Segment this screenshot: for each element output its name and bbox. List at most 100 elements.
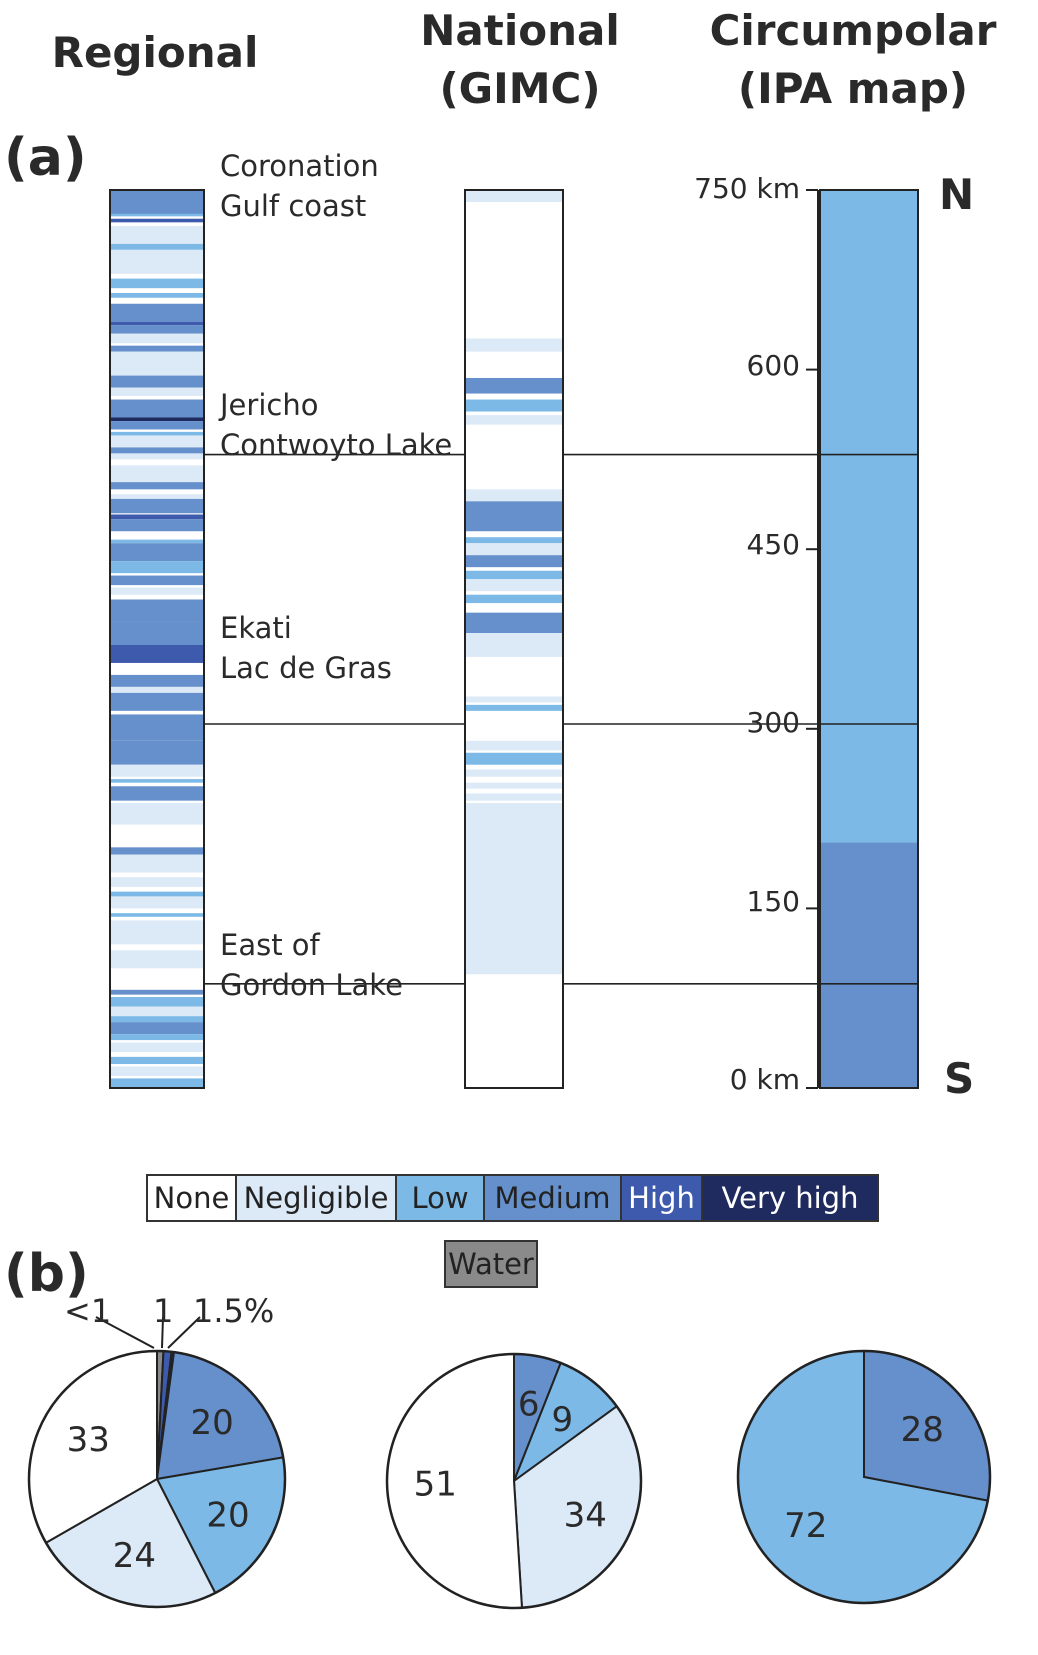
national-stripe-medium: [465, 555, 563, 568]
regional-stripe-medium: [110, 325, 204, 334]
regional-stripe-low: [110, 997, 204, 1007]
regional-stripe-medium: [110, 345, 204, 352]
regional-stripe-negligible: [110, 764, 204, 777]
regional-stripe-low: [110, 913, 204, 917]
location-label-1-line1: Coronation: [220, 149, 379, 183]
national-stripe-low: [465, 594, 563, 604]
regional-stripe-high: [110, 644, 204, 663]
regional-stripe-low: [110, 779, 204, 783]
national-strip-frame: [464, 189, 564, 1089]
regional-stripe-negligible: [110, 351, 204, 376]
callout-water: <1: [64, 1292, 112, 1330]
regional-stripe-negligible: [110, 1006, 204, 1017]
regional-stripe-medium: [110, 575, 204, 586]
header-circumpolar-line1: Circumpolar: [709, 6, 997, 55]
national-stripe-negligible: [465, 579, 563, 592]
national-stripe-low: [465, 704, 563, 711]
regional-stripe-high: [110, 514, 204, 520]
circumpolar-stripe-low: [820, 190, 918, 843]
regional-stripe-medium: [110, 1022, 204, 1035]
circumpolar-strip-frame: [819, 189, 919, 1089]
regional-stripe-low: [110, 431, 204, 436]
regional-stripe-medium: [110, 498, 204, 514]
regional-stripe-low: [110, 1056, 204, 1065]
header-national-line1: National: [420, 6, 620, 55]
legend-water: Water: [444, 1240, 538, 1288]
regional-stripe-high: [110, 218, 204, 223]
regional-stripe-medium: [110, 375, 204, 388]
legend-very-high: Very high: [701, 1174, 879, 1222]
regional-stripe-low: [110, 891, 204, 897]
regional-stripe-medium: [110, 714, 204, 741]
regional-pie-callout-line: [95, 1316, 155, 1349]
tick-label-150: 150: [746, 885, 800, 918]
regional-stripe-none: [110, 223, 204, 226]
header-regional: Regional: [51, 28, 259, 77]
national-stripe-negligible: [465, 338, 563, 352]
regional-stripe-negligible: [110, 225, 204, 244]
regional-stripe-medium: [110, 786, 204, 801]
national-stripe-negligible: [465, 793, 563, 801]
legend-medium: Medium: [483, 1174, 622, 1222]
national-stripe-negligible: [465, 769, 563, 777]
regional-stripe-low: [110, 292, 204, 298]
regional-pie-label-low: 20: [206, 1496, 249, 1536]
legend-negligible: Negligible: [235, 1174, 397, 1222]
location-label-3: Ekati Lac de Gras: [220, 608, 392, 688]
regional-stripe-negligible: [110, 494, 204, 499]
regional-stripe-medium: [110, 847, 204, 855]
south-label: S: [944, 1054, 975, 1103]
regional-stripe-negligible: [110, 877, 204, 887]
national-pie-label-none: 51: [414, 1464, 457, 1504]
regional-stripe-negligible: [110, 920, 204, 945]
tick-label-750: 750 km: [694, 172, 800, 205]
callout-high: 1: [153, 1292, 174, 1330]
regional-stripe-negligible: [110, 587, 204, 595]
regional-stripe-negligible: [110, 435, 204, 448]
regional-pie-label-negligible: 24: [113, 1536, 156, 1576]
regional-stripe-negligible: [110, 1066, 204, 1077]
header-national: National (GIMC): [390, 2, 650, 118]
regional-stripe-medium: [110, 621, 204, 645]
national-stripe-low: [465, 752, 563, 765]
regional-stripe-negligible: [110, 803, 204, 825]
regional-stripe-high: [110, 321, 204, 326]
regional-stripe-negligible: [110, 465, 204, 483]
national-pie-label-medium: 6: [518, 1385, 540, 1425]
circumpolar-pie-label-medium: 28: [901, 1410, 944, 1450]
regional-strip-frame: [109, 189, 205, 1089]
regional-pie-callout-line: [161, 1316, 164, 1349]
regional-pie-label-none: 33: [67, 1420, 110, 1460]
regional-stripe-medium: [110, 674, 204, 687]
national-stripe-medium: [465, 377, 563, 394]
regional-stripe-negligible: [110, 686, 204, 693]
national-stripe-negligible: [465, 415, 563, 425]
transect-strips: [109, 189, 919, 1089]
national-stripe-negligible: [465, 803, 563, 975]
regional-stripe-medium: [110, 692, 204, 711]
location-label-4-line2: Gordon Lake: [220, 968, 403, 1002]
location-label-1: Coronation Gulf coast: [220, 146, 379, 226]
national-stripe-medium: [465, 612, 563, 634]
tick-label-600: 600: [746, 349, 800, 382]
legend-low: Low: [395, 1174, 485, 1222]
header-national-line2: (GIMC): [439, 64, 601, 113]
header-circumpolar: Circumpolar (IPA map): [688, 2, 1018, 118]
national-stripe-low: [465, 537, 563, 544]
header-circumpolar-line2: (IPA map): [737, 64, 969, 113]
circumpolar-pie-label-low: 72: [784, 1506, 827, 1546]
regional-stripe-medium: [110, 543, 204, 562]
tick-label-0: 0 km: [729, 1063, 800, 1096]
regional-stripe-negligible: [110, 896, 204, 909]
regional-stripe-negligible: [110, 1042, 204, 1053]
location-label-3-line1: Ekati: [220, 611, 292, 645]
regional-stripe-medium: [110, 599, 204, 622]
tick-label-450: 450: [746, 528, 800, 561]
tick-label-300: 300: [746, 706, 800, 739]
national-stripe-negligible: [465, 543, 563, 556]
national-stripe-negligible: [465, 190, 563, 202]
regional-stripe-medium: [110, 421, 204, 430]
location-label-2: Jericho Contwoyto Lake: [220, 385, 452, 465]
regional-stripe-low: [110, 1034, 204, 1041]
